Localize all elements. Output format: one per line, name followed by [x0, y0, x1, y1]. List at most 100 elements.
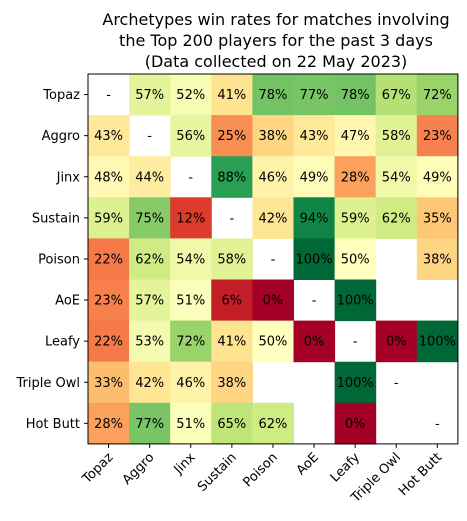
heatmap-cell [252, 279, 294, 322]
cell-value-label: 50% [258, 335, 287, 350]
heatmap-cell [293, 320, 336, 363]
heatmap-cell [170, 402, 212, 445]
cell-value-label: 46% [176, 376, 205, 391]
cell-value-label: 38% [423, 252, 452, 267]
heatmap-cell [375, 74, 418, 116]
heatmap-cell [252, 156, 294, 198]
x-tick-label: Sustain [195, 450, 240, 495]
heatmap-cell [252, 74, 294, 116]
cell-value-label: 75% [135, 211, 164, 226]
heatmap-cell [416, 320, 459, 363]
cell-value-label: 59% [341, 211, 370, 226]
cell-value-label: 23% [423, 129, 452, 144]
cell-value-label: 53% [135, 335, 164, 350]
cell-value-label: 38% [258, 129, 287, 144]
y-axis: Topaz Aggro Jinx Sustain Poison AoE Leafy Tripl… [16, 88, 88, 432]
cell-value-label: 58% [217, 252, 246, 267]
cell-value-label: 58% [382, 129, 411, 144]
heatmap-cell [252, 115, 294, 157]
cell-value-label: 100% [419, 335, 456, 350]
cell-value-label: - [394, 376, 399, 391]
cell-value-label: 72% [423, 88, 452, 103]
heatmap-cell [211, 361, 253, 404]
heatmap-cell [88, 156, 130, 198]
cell-value-label: 47% [341, 129, 370, 144]
heatmap-cell [129, 279, 171, 322]
heatmap-cell [375, 115, 418, 157]
heatmap-cell [293, 74, 336, 116]
cell-value-label: 59% [94, 211, 123, 226]
cell-value-label: 56% [176, 129, 205, 144]
heatmap-cell [334, 197, 377, 239]
heatmap-cell [129, 361, 171, 404]
cell-value-label: 35% [423, 211, 452, 226]
cell-value-label: 50% [341, 252, 370, 267]
cell-value-label: 46% [258, 170, 287, 185]
heatmap-cell [170, 74, 212, 116]
heatmap-cell [88, 402, 130, 445]
heatmap-cell [211, 402, 253, 445]
heatmap-cell [129, 238, 171, 280]
cell-value-label: 49% [300, 170, 329, 185]
cell-value-label: 78% [258, 88, 287, 103]
y-tick-label: Jinx [56, 170, 81, 185]
cell-value-label: 100% [337, 376, 374, 391]
heatmap-cell [416, 238, 459, 280]
cell-value-label: 51% [176, 417, 205, 432]
y-tick-label: Sustain [32, 211, 80, 226]
heatmap-cell [211, 238, 253, 280]
cell-value-label: 77% [135, 417, 164, 432]
heatmap-cell [334, 361, 377, 404]
cell-value-label: 0% [263, 294, 284, 309]
cell-value-label: 57% [135, 88, 164, 103]
heatmap-cell-labels: - 57% 52% 41% 78% 77% 78% 67% 72% 43% - 56% 25% 38% 43… [94, 88, 456, 432]
x-tick-label: Hot Butt [396, 450, 445, 499]
cell-value-label: 28% [341, 170, 370, 185]
heatmap-cell [170, 115, 212, 157]
cell-value-label: - [147, 129, 152, 144]
cell-value-label: - [271, 252, 276, 267]
cell-value-label: - [353, 335, 358, 350]
cell-value-label: 77% [300, 88, 329, 103]
heatmap-cell [170, 320, 212, 363]
chart-title: Archetypes win rates for matches involvi… [102, 10, 449, 71]
cell-value-label: 100% [295, 252, 332, 267]
heatmap-cell [375, 156, 418, 198]
cell-value-label: 23% [94, 294, 123, 309]
x-tick-label: Leafy [328, 450, 364, 486]
cell-value-label: 94% [300, 211, 329, 226]
heatmap-cell [211, 74, 253, 116]
heatmap-cell [88, 197, 130, 239]
heatmap-cell [252, 320, 294, 363]
heatmap-cell [211, 115, 253, 157]
cell-value-label: 51% [176, 294, 205, 309]
x-tick-label: Aggro [120, 450, 158, 488]
cell-value-label: 54% [176, 252, 205, 267]
heatmap-cell [129, 74, 171, 116]
heatmap-cell [170, 197, 212, 239]
cell-value-label: 78% [341, 88, 370, 103]
heatmap-cell [416, 74, 459, 116]
heatmap-cell [129, 320, 171, 363]
heatmap-cell [334, 279, 377, 322]
y-tick-label: Poison [38, 252, 80, 267]
heatmap-cell [211, 279, 253, 322]
cell-value-label: 0% [386, 335, 407, 350]
chart-title-line-1: Archetypes win rates for matches involvi… [102, 10, 449, 29]
heatmap-cell [129, 197, 171, 239]
cell-value-label: - [188, 170, 193, 185]
cell-value-label: - [312, 294, 317, 309]
heatmap-cell [252, 402, 294, 445]
y-tick-label: Leafy [45, 335, 80, 350]
heatmap-cell [334, 115, 377, 157]
cell-value-label: 88% [217, 170, 246, 185]
cell-value-label: 62% [382, 211, 411, 226]
y-tick-label: Hot Butt [26, 417, 80, 432]
y-tick-label: Topaz [42, 88, 80, 103]
cell-value-label: 48% [94, 170, 123, 185]
heatmap-cell [334, 238, 377, 280]
heatmap-cell [129, 402, 171, 445]
cell-value-label: 38% [217, 376, 246, 391]
heatmap-cell [88, 361, 130, 404]
